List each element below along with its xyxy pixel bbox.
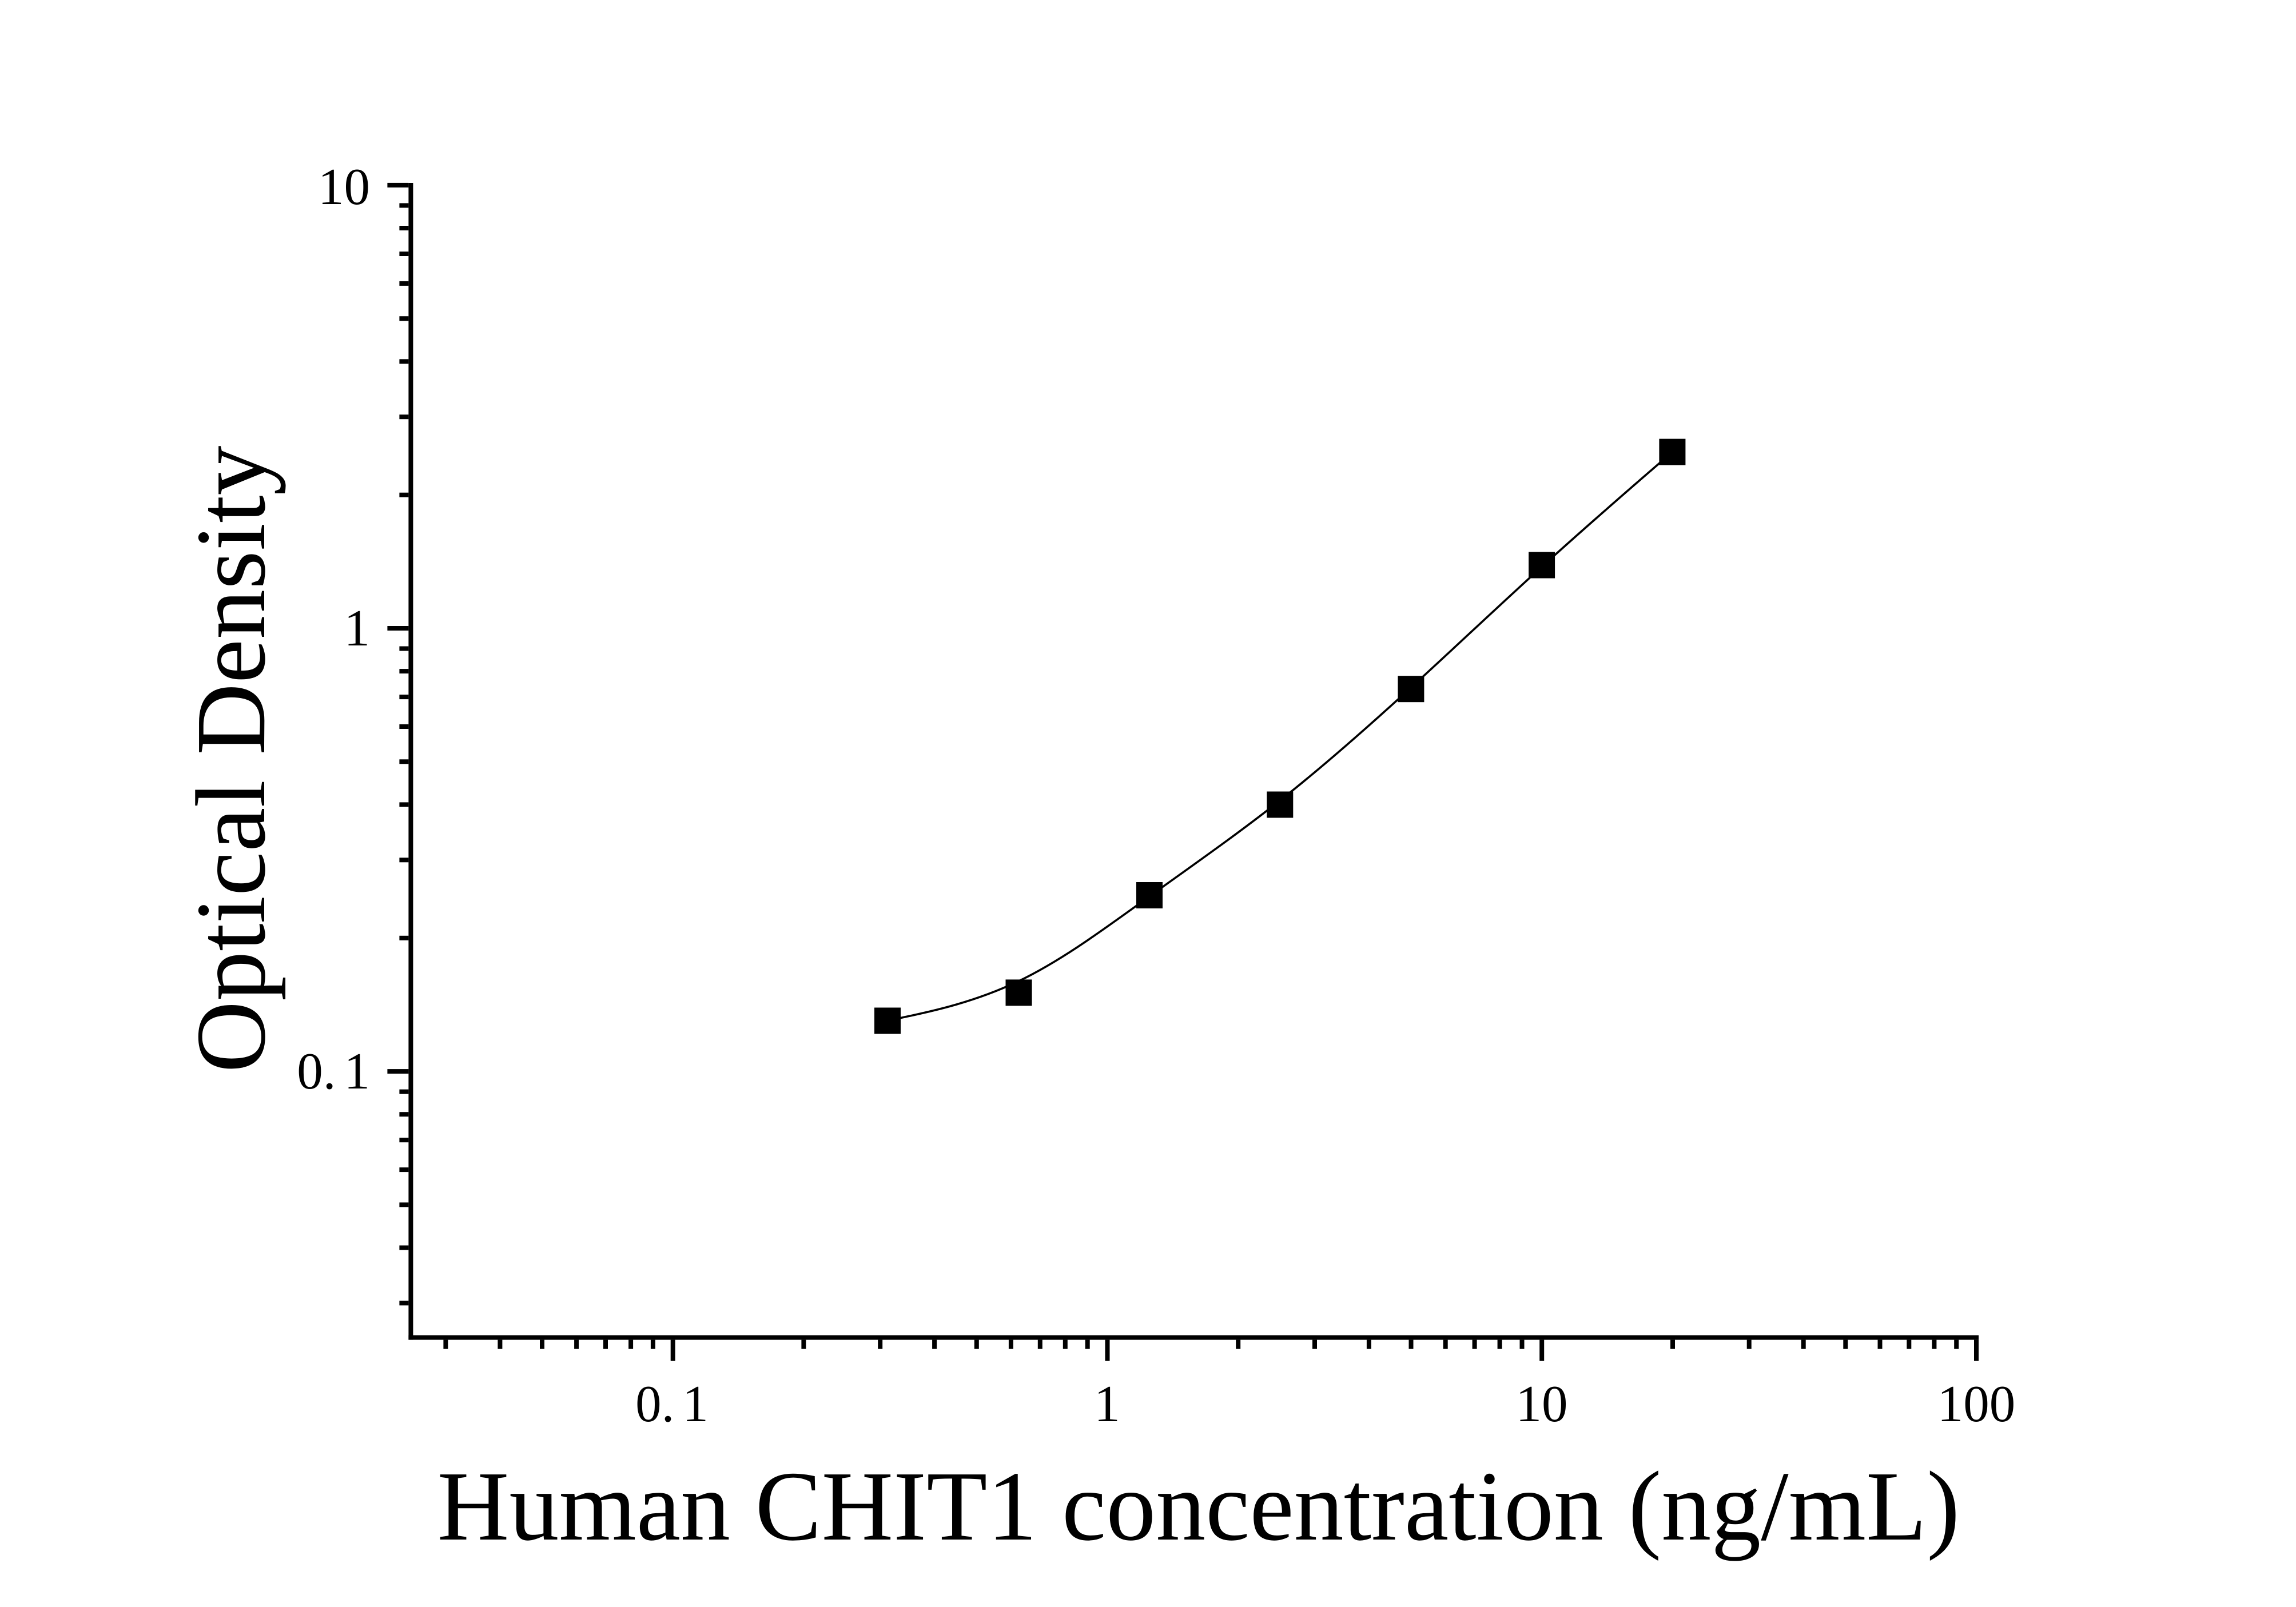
svg-text:Optical Density: Optical Density [176,446,286,1073]
svg-text:10: 10 [1516,1375,1568,1433]
svg-text:1: 1 [1094,1375,1120,1433]
svg-text:100: 100 [1937,1375,2016,1433]
svg-text:10: 10 [318,158,370,216]
svg-text:0.1: 0. 1 [635,1375,709,1433]
svg-text:Human CHIT1 concentration (ng/: Human CHIT1 concentration (ng/mL) [437,1451,1960,1561]
svg-text:1: 1 [344,599,371,657]
svg-text:0.1: 0. 1 [297,1042,370,1100]
